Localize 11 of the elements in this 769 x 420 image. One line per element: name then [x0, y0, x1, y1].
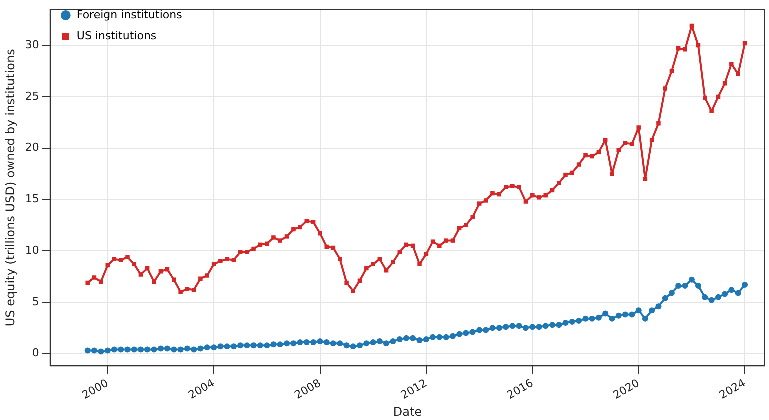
legend-label: Foreign institutions: [76, 8, 183, 22]
y-axis-title: US equity (trillions USD) owned by institutions: [3, 49, 18, 327]
y-tick-label: 25: [25, 90, 40, 103]
y-tick-label: 15: [25, 192, 40, 206]
x-axis-title: Date: [393, 404, 422, 419]
y-tick-label: 5: [32, 295, 40, 308]
legend-label: US institutions: [76, 29, 157, 42]
y-tick-label: 0: [32, 346, 40, 360]
y-tick-label: 20: [25, 141, 40, 154]
y-tick-label: 30: [25, 38, 40, 52]
y-tick-label: 10: [25, 244, 40, 257]
